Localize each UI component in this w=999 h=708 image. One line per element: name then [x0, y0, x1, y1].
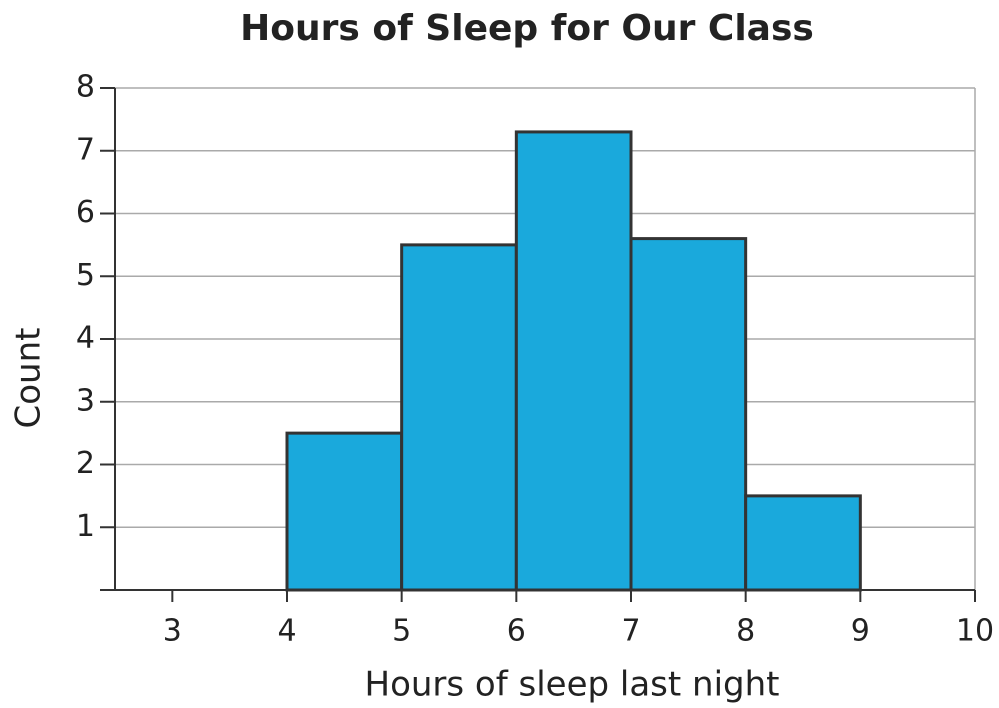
- x-tick-label: 4: [277, 614, 296, 649]
- bar: [744, 494, 862, 592]
- bar: [400, 243, 518, 592]
- y-tick-label: 2: [76, 446, 95, 481]
- chart-title: Hours of Sleep for Our Class: [240, 8, 814, 49]
- x-tick-label: 7: [621, 614, 640, 649]
- bar: [629, 237, 748, 592]
- y-tick-label: 7: [76, 132, 95, 167]
- x-tick-label: 10: [956, 614, 994, 649]
- x-tick-label: 9: [851, 614, 870, 649]
- y-tick-label: 5: [76, 258, 95, 293]
- y-tick-label: 6: [76, 195, 95, 230]
- y-axis-label: Count: [9, 328, 49, 429]
- x-tick-label: 8: [736, 614, 755, 649]
- y-tick-label: 3: [76, 383, 95, 418]
- plot-area: 1 2 3 4 5 6 7 8 3 4 5 6 7 8 9 10: [76, 70, 994, 649]
- bar: [285, 431, 404, 592]
- y-tick-label: 1: [76, 509, 95, 544]
- x-tick-label: 6: [507, 614, 526, 649]
- bar: [514, 130, 633, 592]
- y-tick-label: 8: [76, 70, 95, 105]
- x-tick-label: 5: [392, 614, 411, 649]
- y-tick-label: 4: [76, 321, 95, 356]
- x-tick-label: 3: [163, 614, 182, 649]
- x-axis-label: Hours of sleep last night: [365, 665, 780, 705]
